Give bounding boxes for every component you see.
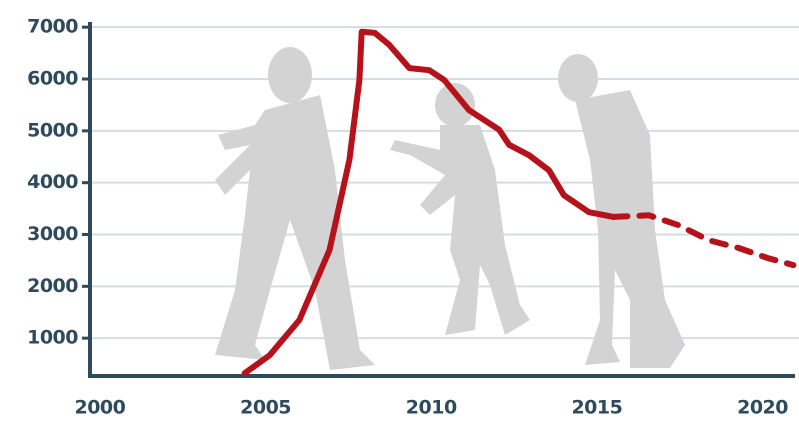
zombie-left <box>215 47 375 370</box>
y-tick-label: 4000 <box>27 171 78 193</box>
y-tick-label: 3000 <box>27 223 78 245</box>
zombie-right <box>558 54 685 368</box>
y-tick-label: 1000 <box>27 327 78 349</box>
zombie-silhouettes <box>215 47 685 370</box>
x-tick-label: 2015 <box>571 397 622 419</box>
x-tick-label: 2000 <box>74 397 125 419</box>
y-tick-label: 5000 <box>27 119 78 141</box>
y-tick-label: 6000 <box>27 68 78 90</box>
zombie-middle <box>390 83 530 335</box>
x-tick-label: 2010 <box>406 397 457 419</box>
data-line <box>241 28 617 377</box>
y-tick-label: 2000 <box>27 275 78 297</box>
x-tick-label: 2020 <box>737 397 788 419</box>
data-line <box>610 212 797 269</box>
x-tick-label: 2005 <box>240 397 291 419</box>
y-tick-label: 7000 <box>27 16 78 38</box>
